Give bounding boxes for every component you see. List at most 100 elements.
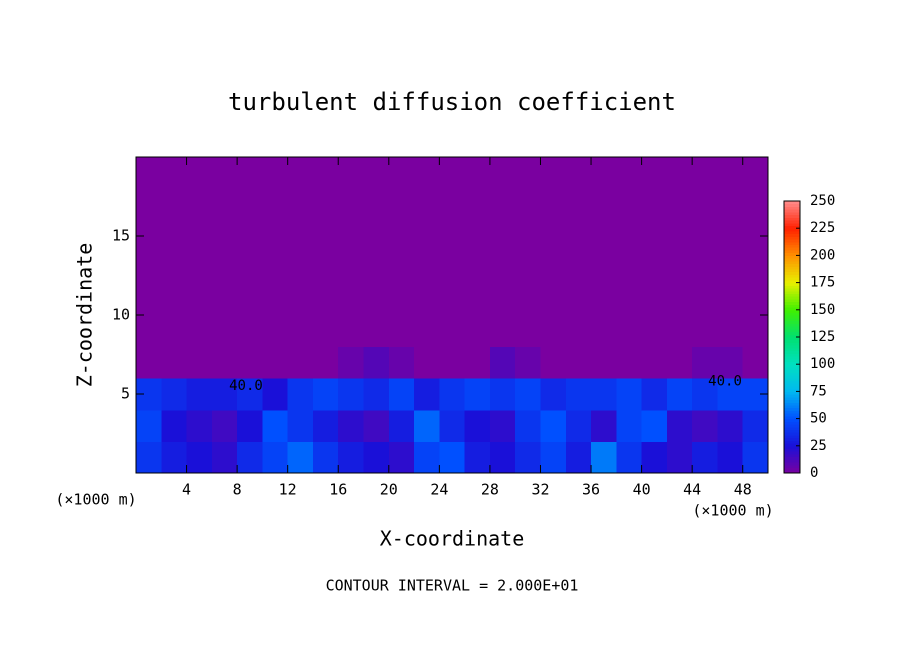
colorbar-swatch: [784, 203, 800, 207]
heat-cell: [312, 378, 339, 411]
colorbar-swatch: [784, 432, 800, 436]
heat-cell: [211, 315, 238, 348]
colorbar-swatch: [784, 413, 800, 417]
heat-cell: [717, 378, 744, 411]
heat-cell: [136, 157, 162, 190]
heat-cell: [388, 378, 415, 411]
heat-cell: [742, 188, 769, 221]
x-tick-label: 40: [633, 481, 651, 499]
heat-cell: [439, 409, 466, 442]
colorbar-swatch: [784, 277, 800, 281]
heat-cell: [616, 157, 643, 190]
colorbar-swatch: [784, 464, 800, 469]
heat-cell: [464, 346, 491, 379]
heat-cell: [717, 157, 744, 190]
heat-cell: [641, 441, 668, 474]
heat-cell: [414, 220, 440, 253]
heat-cell: [287, 157, 314, 190]
heat-cell: [338, 283, 365, 316]
heat-cell: [489, 283, 516, 316]
heat-cell: [515, 220, 541, 253]
heat-cell: [489, 441, 516, 474]
colorbar-swatch: [784, 369, 800, 373]
x-tick-label: 16: [329, 481, 347, 499]
colorbar-swatch: [784, 462, 800, 466]
colorbar-swatch: [784, 260, 800, 265]
colorbar-swatch: [784, 424, 800, 428]
colorbar-swatch: [784, 394, 800, 398]
heat-cell: [464, 315, 491, 348]
heat-cell: [287, 315, 314, 348]
heat-cell: [692, 283, 718, 316]
heat-cell: [666, 251, 693, 284]
heat-cell: [565, 346, 592, 379]
heat-cell: [388, 220, 415, 253]
heat-cell: [540, 409, 567, 442]
colorbar-swatch: [784, 209, 800, 213]
heat-cell: [565, 283, 592, 316]
y-axis-label: Z-coordinate: [73, 243, 97, 388]
colorbar-tick-label: 0: [810, 465, 818, 481]
heat-cell: [211, 188, 238, 221]
colorbar-swatch: [784, 337, 800, 341]
colorbar-swatch: [784, 307, 800, 311]
heat-cell: [565, 220, 592, 253]
heat-cell: [186, 157, 213, 190]
colorbar-swatch: [784, 429, 800, 433]
heat-cell: [363, 283, 390, 316]
colorbar-swatch: [784, 383, 800, 387]
heat-cell: [742, 409, 769, 442]
colorbar-tick-label: 75: [810, 383, 827, 399]
colorbar-swatch: [784, 282, 800, 286]
heat-cell: [717, 441, 744, 474]
heat-cell: [692, 220, 718, 253]
heat-cell: [338, 157, 365, 190]
heat-cell: [161, 251, 188, 284]
heat-cell: [186, 378, 213, 411]
heat-cell: [363, 409, 390, 442]
colorbar-tick-label: 125: [810, 329, 835, 345]
colorbar-swatch: [784, 356, 800, 360]
heat-cell: [287, 378, 314, 411]
heat-cell: [666, 188, 693, 221]
heat-cell: [692, 157, 718, 190]
heat-cell: [489, 378, 516, 411]
heat-cell: [186, 409, 213, 442]
x-unit-label: (×1000 m): [692, 502, 773, 520]
heat-cell: [616, 346, 643, 379]
heat-cell: [439, 346, 466, 379]
x-tick-label: 24: [430, 481, 448, 499]
heat-cell: [717, 220, 744, 253]
heat-cell: [161, 346, 188, 379]
colorbar-swatch: [784, 366, 800, 371]
heat-cell: [363, 441, 390, 474]
heat-cell: [742, 251, 769, 284]
colorbar-tick-label: 225: [810, 220, 835, 236]
heat-cell: [464, 157, 491, 190]
heat-cell: [338, 378, 365, 411]
heat-cell: [136, 441, 162, 474]
heat-cell: [591, 346, 617, 379]
heat-cell: [565, 188, 592, 221]
colorbar-swatch: [784, 407, 800, 411]
heat-cell: [439, 378, 466, 411]
heat-cell: [565, 409, 592, 442]
footnote: CONTOUR INTERVAL = 2.000E+01: [326, 577, 579, 595]
heat-cell: [312, 441, 339, 474]
colorbar-swatch: [784, 271, 800, 275]
colorbar-swatch: [784, 353, 800, 357]
colorbar-swatch: [784, 328, 800, 333]
colorbar-swatch: [784, 405, 800, 409]
colorbar-swatch: [784, 312, 800, 316]
heat-cell: [211, 251, 238, 284]
colorbar-swatch: [784, 269, 800, 273]
heat-cell: [237, 220, 263, 253]
colorbar-swatch: [784, 388, 800, 392]
heat-cell: [641, 409, 668, 442]
heat-cell: [439, 251, 466, 284]
heat-cell: [641, 251, 668, 284]
heat-cell: [161, 188, 188, 221]
colorbar-swatch: [784, 445, 800, 450]
heat-cell: [136, 315, 162, 348]
heat-cell: [262, 409, 289, 442]
